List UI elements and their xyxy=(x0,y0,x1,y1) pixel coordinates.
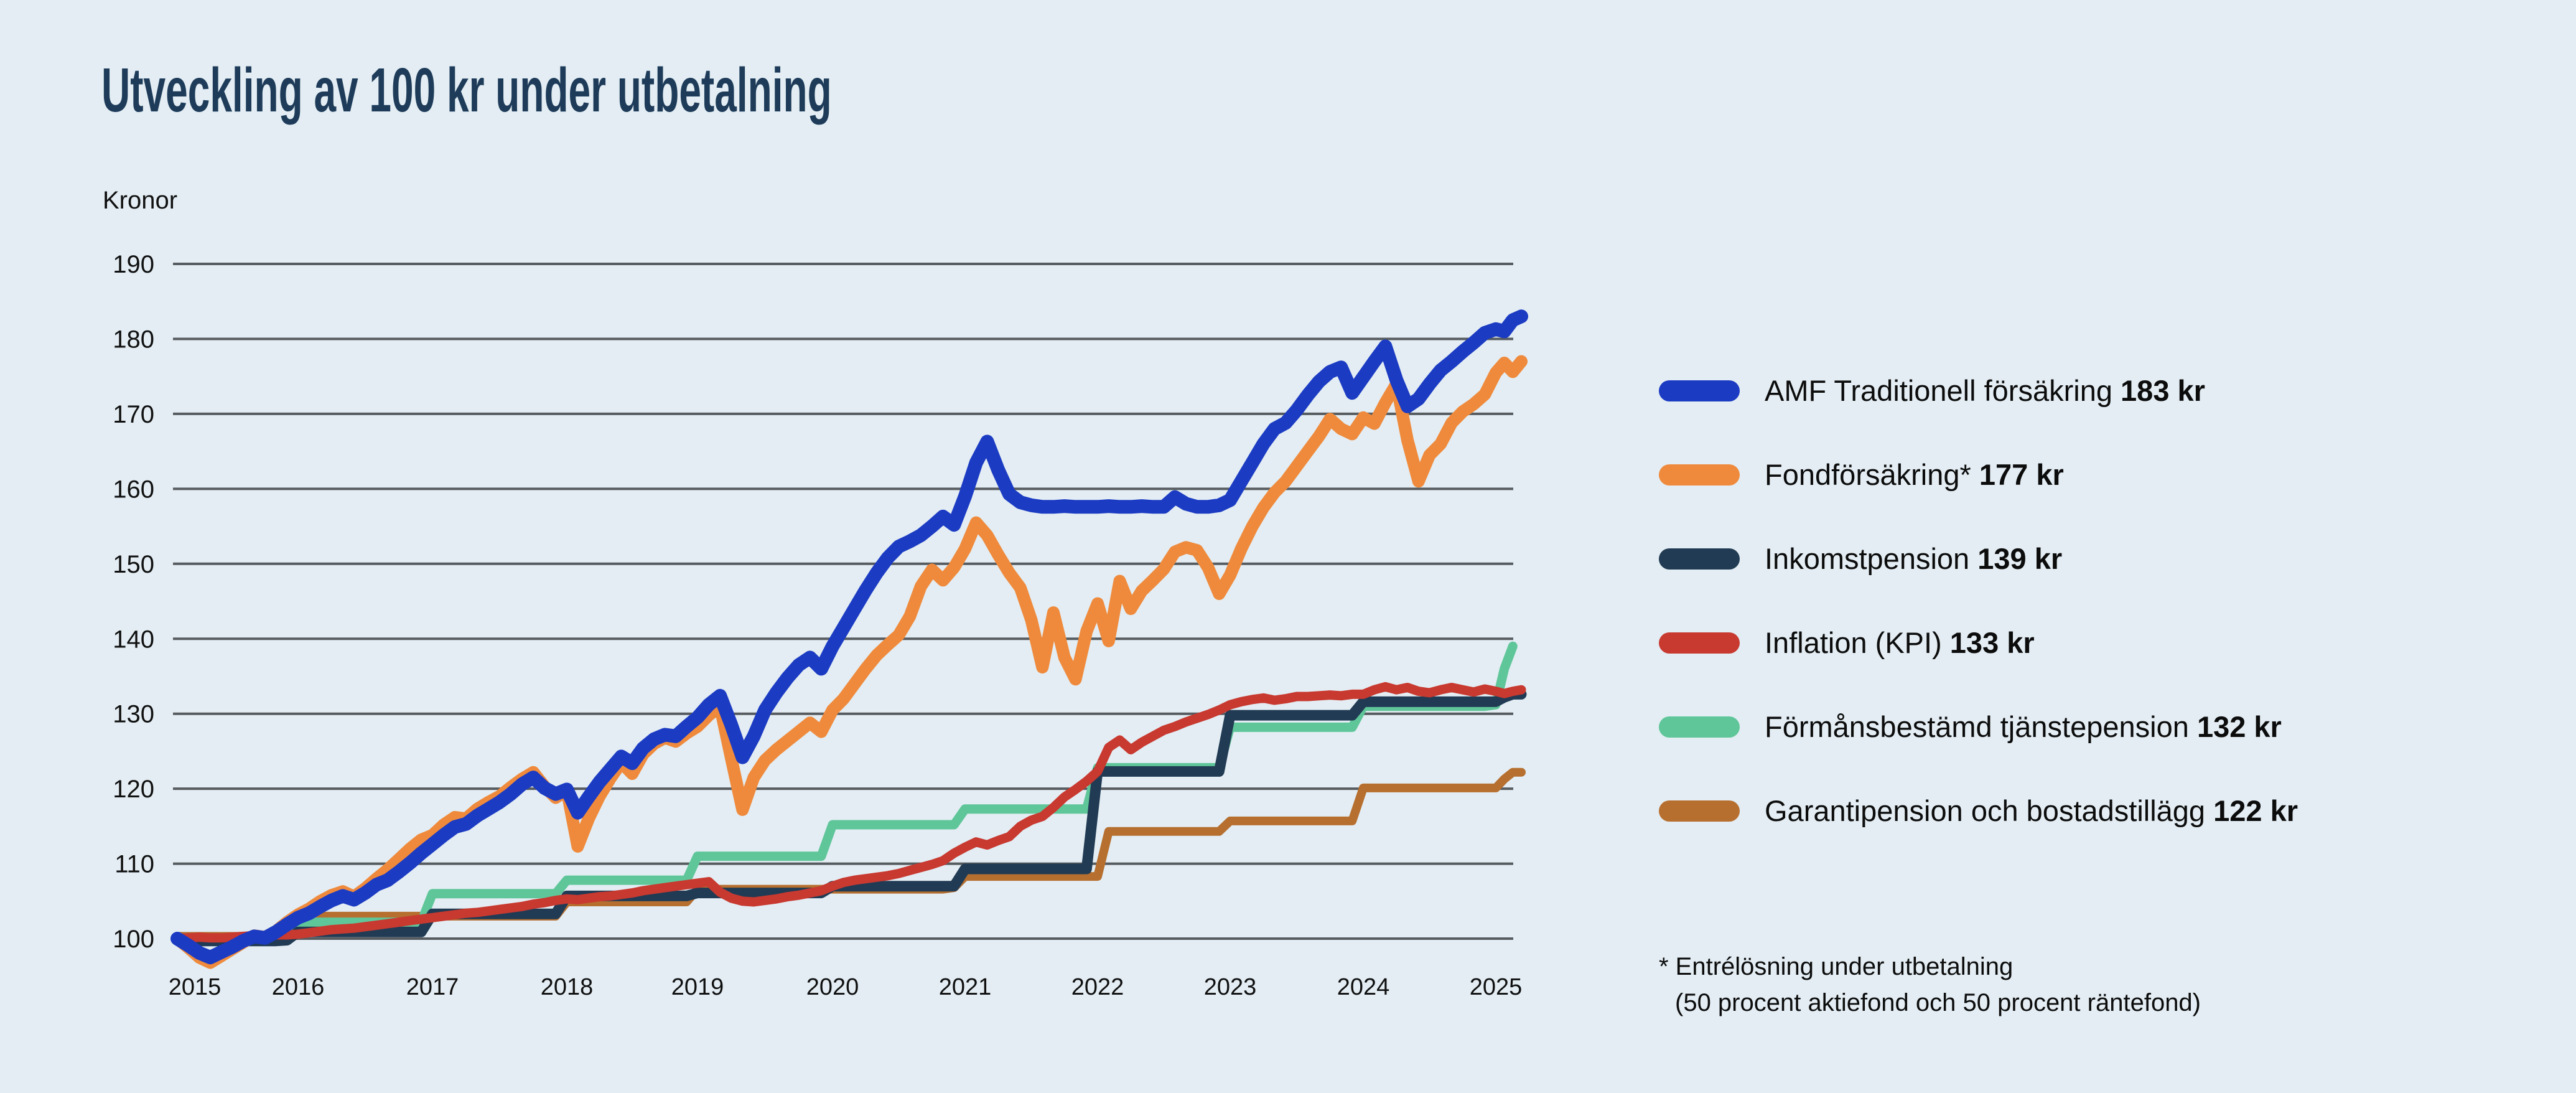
legend-value: 139 kr xyxy=(1977,542,2063,575)
y-tick-label: 100 xyxy=(113,926,154,953)
legend-item-formans: Förmånsbestämd tjänstepension 132 kr xyxy=(1659,685,2298,769)
y-tick-label: 120 xyxy=(113,776,154,803)
legend-swatch-amf xyxy=(1659,380,1740,401)
legend-value: 183 kr xyxy=(2121,374,2205,407)
y-tick-label: 140 xyxy=(113,626,154,653)
y-tick-label: 180 xyxy=(113,326,154,353)
gridlines xyxy=(173,263,1513,941)
legend-swatch-garanti xyxy=(1659,800,1740,822)
legend-swatch-inkomst xyxy=(1659,548,1740,570)
y-tick-label: 170 xyxy=(113,401,154,428)
series-line-amf xyxy=(170,309,1528,965)
legend-label-text: Fondförsäkring* xyxy=(1765,458,1971,491)
legend-swatch-formans xyxy=(1659,716,1740,738)
legend-item-garanti: Garantipension och bostadstillägg 122 kr xyxy=(1659,769,2298,853)
series-line-garanti xyxy=(173,767,1526,941)
y-tick-label: 160 xyxy=(113,476,154,503)
x-tick-label: 2025 xyxy=(1470,974,1523,1000)
legend-swatch-fond xyxy=(1659,464,1740,486)
footnote: * Entrélösning under utbetalning (50 pro… xyxy=(1659,949,2201,1021)
footnote-line1: * Entrélösning under utbetalning xyxy=(1659,953,2014,980)
series-line-inkomst xyxy=(172,688,1527,947)
legend-label: Fondförsäkring* 177 kr xyxy=(1765,457,2064,492)
x-tick-label: 2017 xyxy=(406,974,459,1000)
legend-item-kpi: Inflation (KPI) 133 kr xyxy=(1659,601,2298,685)
series-line-fond xyxy=(171,355,1528,969)
x-tick-label: 2024 xyxy=(1337,974,1390,1000)
legend: AMF Traditionell försäkring 183 kr Fondfö… xyxy=(1659,349,2298,853)
series-line-kpi xyxy=(172,682,1526,944)
legend-value: 133 kr xyxy=(1949,626,2035,659)
legend-value: 132 kr xyxy=(2196,710,2282,743)
legend-value: 177 kr xyxy=(1979,458,2064,491)
legend-label-text: Inkomstpension xyxy=(1765,542,1970,575)
legend-item-fond: Fondförsäkring* 177 kr xyxy=(1659,433,2298,517)
x-tick-label: 2021 xyxy=(939,974,992,1000)
y-axis-labels: 190 180 170 160 150 140 130 120 110 100 xyxy=(113,251,154,953)
legend-label: Förmånsbestämd tjänstepension 132 kr xyxy=(1765,710,2282,744)
x-tick-label: 2016 xyxy=(272,974,325,1000)
legend-label: Garantipension och bostadstillägg 122 kr xyxy=(1765,794,2298,828)
legend-label: AMF Traditionell försäkring 183 kr xyxy=(1765,373,2205,408)
y-tick-label: 130 xyxy=(113,701,154,728)
legend-item-amf: AMF Traditionell försäkring 183 kr xyxy=(1659,349,2298,433)
x-tick-label: 2020 xyxy=(806,974,859,1000)
x-tick-label: 2018 xyxy=(541,974,594,1000)
page-title: Utveckling av 100 kr under utbetalning xyxy=(101,55,832,125)
x-tick-label: 2022 xyxy=(1071,974,1124,1000)
legend-label-text: AMF Traditionell försäkring xyxy=(1765,374,2112,407)
y-axis-title: Kronor xyxy=(103,187,178,214)
legend-swatch-kpi xyxy=(1659,632,1740,654)
y-tick-label: 190 xyxy=(113,251,154,278)
x-tick-label: 2015 xyxy=(169,974,222,1000)
y-tick-label: 150 xyxy=(113,551,154,578)
legend-label-text: Garantipension och bostadstillägg xyxy=(1765,794,2206,827)
series-lines xyxy=(170,309,1528,969)
x-tick-label: 2023 xyxy=(1204,974,1257,1000)
footnote-line2: (50 procent aktiefond och 50 procent rän… xyxy=(1675,989,2201,1016)
legend-label-text: Inflation (KPI) xyxy=(1765,626,1942,659)
legend-item-inkomst: Inkomstpension 139 kr xyxy=(1659,517,2298,601)
legend-label: Inflation (KPI) 133 kr xyxy=(1765,626,2035,660)
x-tick-label: 2019 xyxy=(671,974,724,1000)
y-tick-label: 110 xyxy=(114,851,154,878)
x-axis-labels: 2015 2016 2017 2018 2019 2020 2021 2022 2023 2024… xyxy=(169,974,1523,1000)
legend-label: Inkomstpension 139 kr xyxy=(1765,542,2062,576)
legend-value: 122 kr xyxy=(2213,794,2298,827)
legend-label-text: Förmånsbestämd tjänstepension xyxy=(1765,710,2189,743)
